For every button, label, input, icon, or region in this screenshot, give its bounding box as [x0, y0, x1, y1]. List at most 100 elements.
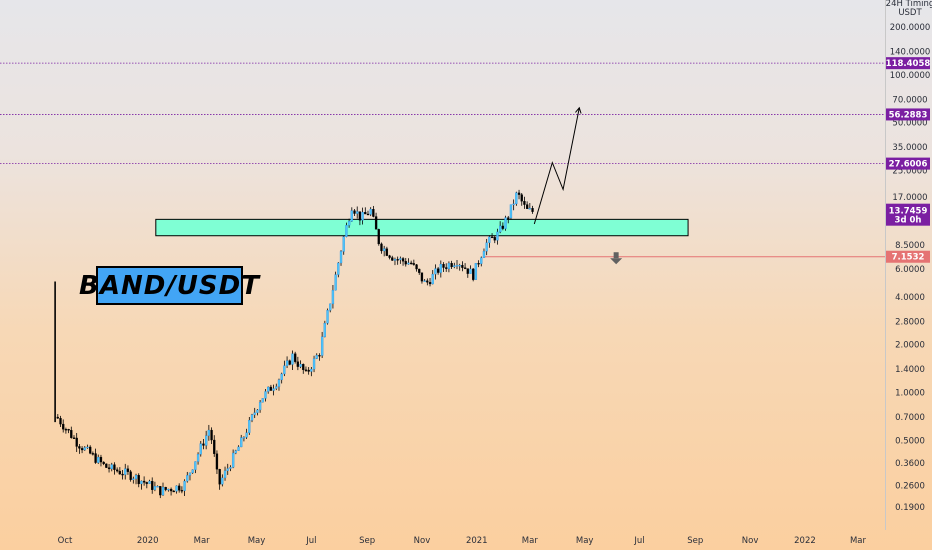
candle-body [361, 212, 364, 221]
candle-body [310, 368, 313, 372]
price-level-tag-text: 27.6006 [889, 160, 928, 170]
y-tick-label: 6.0000 [895, 265, 925, 275]
candle-body [509, 204, 513, 219]
candle-body [525, 204, 529, 209]
candle-body [196, 454, 200, 462]
candle-body [264, 391, 267, 399]
candle-body [463, 267, 467, 269]
candle-body [353, 210, 356, 214]
candle-body [56, 416, 59, 419]
current-price-tag [886, 203, 930, 226]
candle-body [490, 236, 494, 239]
candle-body [148, 481, 151, 484]
candle-body [175, 485, 178, 492]
candle-body [221, 477, 224, 485]
x-tick-label: May [576, 536, 594, 546]
candle-body [388, 255, 391, 258]
candle-body [242, 437, 246, 439]
candle-body [72, 437, 76, 439]
candle-body [137, 475, 140, 485]
candle-body [113, 464, 116, 470]
down-arrow-head [610, 258, 623, 265]
down-arrow-icon [610, 252, 623, 265]
candle-body [199, 443, 202, 455]
candle-body [466, 268, 469, 274]
x-tick-label: Oct [58, 536, 73, 546]
candle-body [202, 443, 205, 446]
candle-body [383, 248, 386, 252]
candle-body [307, 369, 310, 372]
candle-body [504, 217, 507, 229]
candle-body [447, 263, 451, 269]
candle-body [515, 192, 518, 205]
candle-body [496, 231, 499, 241]
candle-body [393, 259, 397, 261]
candle-body [267, 386, 270, 392]
projection-path[interactable] [533, 107, 580, 225]
candle-body [269, 386, 273, 391]
axis-header-label: 24H Timing [886, 0, 932, 9]
candle-body [210, 429, 213, 441]
candle-body [86, 446, 89, 449]
x-tick-label: Mar [850, 536, 867, 546]
candle-body [67, 429, 70, 431]
y-tick-label: 0.5000 [895, 436, 925, 446]
candle-body [302, 364, 305, 370]
candle-body [183, 480, 186, 491]
x-tick-label: 2021 [466, 536, 488, 546]
candle-body [356, 211, 359, 214]
candle-body [296, 361, 300, 367]
y-tick-label: 25.0000 [892, 166, 927, 176]
x-tick-label: Sep [359, 536, 375, 546]
candle-body [453, 265, 456, 268]
candle-body [105, 463, 108, 468]
candle-body [428, 282, 432, 285]
candle-body [294, 353, 297, 362]
candle-body [436, 268, 440, 273]
candle-body [442, 264, 445, 268]
candle-body [385, 248, 389, 256]
candle-body [350, 210, 353, 222]
price-level-tag [886, 250, 930, 263]
candle-body [134, 475, 138, 479]
candle-body [70, 430, 73, 438]
candle-body [94, 453, 97, 463]
candle-body [275, 386, 278, 389]
candle-body [169, 488, 173, 492]
candle-body [237, 446, 240, 451]
y-tick-label: 200.0000 [890, 23, 931, 33]
candle-body [285, 360, 289, 366]
candle-body [315, 355, 318, 359]
x-tick-label: May [248, 536, 266, 546]
candle-body [347, 221, 351, 226]
candle-body [334, 274, 337, 291]
price-level-tag-text: 118.4058 [886, 59, 931, 69]
candle-series [54, 189, 534, 499]
candle-body [318, 355, 321, 357]
candle-body [229, 467, 232, 469]
candle-body [75, 437, 78, 447]
candle-body [391, 257, 394, 261]
countdown-text: 3d 0h [895, 216, 922, 226]
support-zone[interactable] [155, 218, 689, 237]
candle-body [256, 409, 259, 413]
candle-body [107, 467, 111, 470]
price-level-tag [886, 57, 930, 70]
candle-body [207, 429, 211, 436]
price-level-tag-text: 7.1532 [892, 253, 925, 263]
y-tick-label: 0.1900 [895, 503, 925, 513]
candle-body [215, 453, 219, 470]
candle-body [59, 418, 62, 425]
x-axis[interactable]: Oct 2020 Mar May Jul Sep Nov 2021 Mar May Jul Sep No… [58, 536, 867, 546]
candle-body [153, 486, 157, 490]
y-tick-label: 2.8000 [895, 317, 925, 327]
candle-body [320, 336, 324, 356]
candle-body [132, 478, 135, 480]
candle-body [412, 263, 415, 265]
candle-body [420, 272, 424, 282]
down-arrow-shaft [613, 252, 619, 259]
price-levels [0, 62, 885, 258]
x-tick-label: Nov [742, 536, 759, 546]
candle-body [423, 280, 426, 282]
